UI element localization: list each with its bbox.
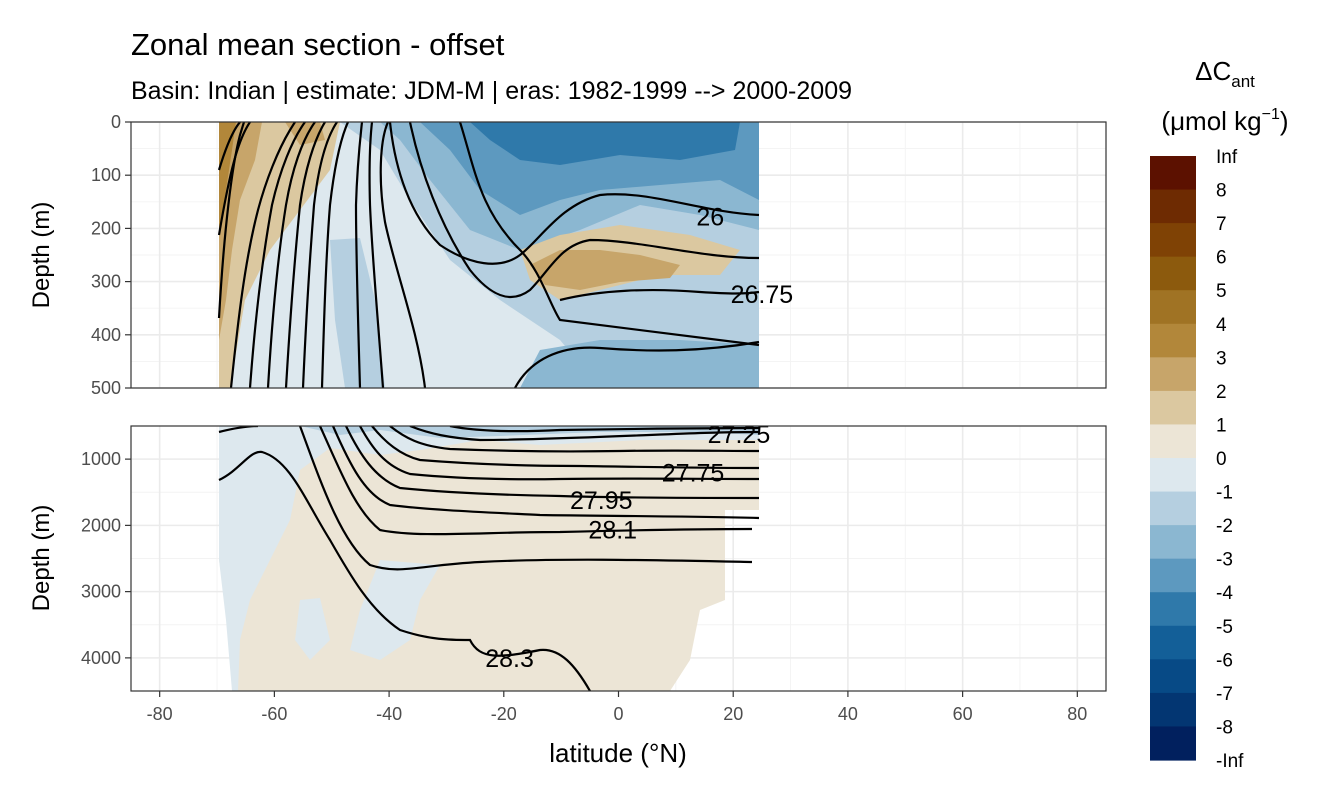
x-axis: -80 -60 -40 -20 0 20 40 60 80 [147, 691, 1088, 724]
legend-break-label: 6 [1216, 248, 1227, 269]
y-tick-label: 400 [91, 325, 121, 345]
legend-swatch [1150, 257, 1196, 291]
contour-label: 27.25 [708, 421, 771, 449]
legend-break-label: 2 [1216, 382, 1227, 403]
legend-title: ΔCant [1195, 56, 1255, 91]
x-tick-label: -20 [491, 704, 517, 724]
x-tick-label: 0 [613, 704, 623, 724]
x-tick-label: 20 [723, 704, 743, 724]
legend-swatch [1150, 324, 1196, 358]
legend-swatch [1150, 290, 1196, 324]
chart-subtitle: Basin: Indian | estimate: JDM-M | eras: … [131, 77, 852, 105]
legend-break-label: -4 [1216, 583, 1233, 604]
y-tick-label: 1000 [81, 449, 121, 469]
legend-title-main: ΔC [1195, 56, 1231, 86]
legend-break-label: -5 [1216, 617, 1233, 638]
x-tick-label: -60 [261, 704, 287, 724]
legend-break-label: -8 [1216, 717, 1233, 738]
legend-swatch [1150, 492, 1196, 526]
legend-title-sub: ant [1231, 72, 1255, 91]
legend-swatch [1150, 525, 1196, 559]
x-tick-label: 40 [838, 704, 858, 724]
legend-swatch [1150, 659, 1196, 693]
y-tick-label: 300 [91, 272, 121, 292]
panel-upper: 26 26.75 0 100 200 300 400 500 Depth (m) [28, 112, 1106, 398]
legend-unit-suffix: ) [1280, 106, 1289, 136]
legend-break-label: 7 [1216, 214, 1227, 235]
legend-swatch [1150, 190, 1196, 224]
contour-label: 26.75 [731, 281, 794, 309]
y-tick-label: 4000 [81, 648, 121, 668]
heatmap-upper [219, 122, 759, 388]
legend-unit-sup: −1 [1262, 106, 1280, 123]
x-tick-label: -40 [376, 704, 402, 724]
legend-swatch [1150, 693, 1196, 727]
legend-break-label: -2 [1216, 516, 1233, 537]
legend-break-label: 4 [1216, 315, 1227, 336]
legend: ΔCant (μmol kg−1) Inf 8 7 6 5 4 3 2 1 0 -1 -2 -3 -4 -5… [1150, 56, 1289, 772]
x-axis-label: latitude (°N) [549, 738, 687, 768]
chart-title: Zonal mean section - offset [131, 27, 505, 62]
legend-swatch [1150, 559, 1196, 593]
legend-swatch [1150, 592, 1196, 626]
y-tick-label: 500 [91, 378, 121, 398]
contour-label: 28.3 [485, 645, 534, 673]
figure: Zonal mean section - offset Basin: India… [0, 0, 1344, 806]
legend-break-label: 0 [1216, 449, 1227, 470]
legend-break-label: Inf [1216, 147, 1238, 168]
contour-label: 27.75 [662, 459, 725, 487]
legend-break-label: -Inf [1216, 751, 1244, 772]
y-axis-label-lower: Depth (m) [28, 505, 55, 612]
legend-break-label: 1 [1216, 415, 1227, 436]
y-tick-label: 100 [91, 165, 121, 185]
x-tick-label: -80 [147, 704, 173, 724]
legend-unit-prefix: (μmol kg [1161, 106, 1261, 136]
legend-break-label: -3 [1216, 550, 1233, 571]
legend-swatch [1150, 424, 1196, 458]
legend-swatch [1150, 357, 1196, 391]
legend-swatch [1150, 458, 1196, 492]
x-tick-label: 80 [1067, 704, 1087, 724]
legend-swatch [1150, 223, 1196, 257]
y-axis-label-upper: Depth (m) [28, 202, 55, 309]
legend-break-label: -7 [1216, 684, 1233, 705]
x-tick-label: 60 [953, 704, 973, 724]
contour-label: 28.1 [588, 516, 637, 544]
legend-break-label: -1 [1216, 483, 1233, 504]
legend-break-label: 8 [1216, 181, 1227, 202]
legend-unit: (μmol kg−1) [1161, 106, 1288, 136]
legend-break-label: 5 [1216, 281, 1227, 302]
legend-swatch [1150, 626, 1196, 660]
legend-swatch [1150, 391, 1196, 425]
legend-break-label: 3 [1216, 348, 1227, 369]
contour-label: 27.95 [570, 487, 633, 515]
y-tick-label: 3000 [81, 582, 121, 602]
y-tick-label: 200 [91, 218, 121, 238]
legend-break-label: -6 [1216, 650, 1233, 671]
legend-swatch [1150, 726, 1196, 760]
legend-swatch [1150, 156, 1196, 190]
y-tick-label: 0 [111, 112, 121, 132]
y-tick-label: 2000 [81, 515, 121, 535]
contour-label: 26 [696, 204, 724, 232]
